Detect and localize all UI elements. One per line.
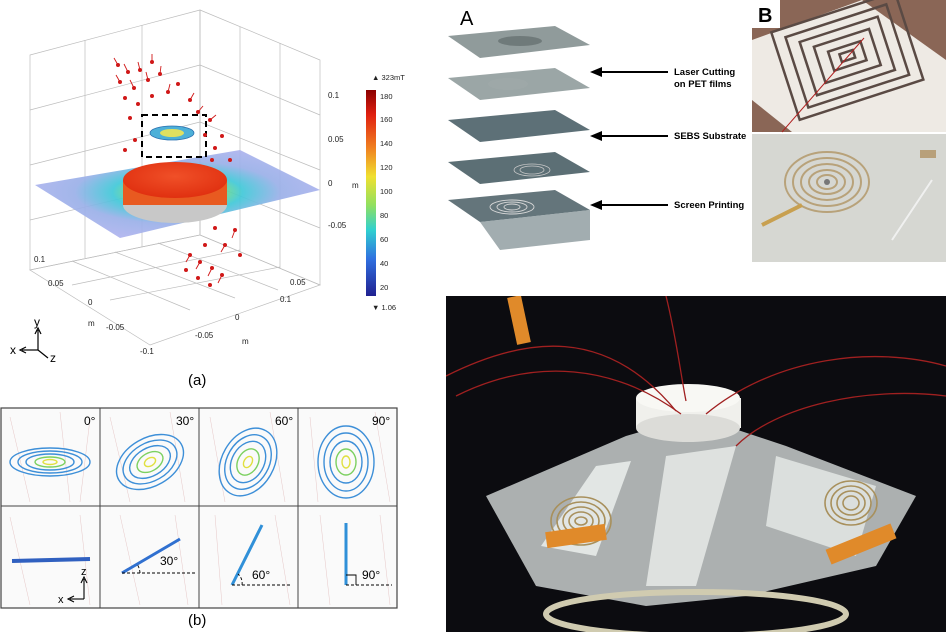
layer-4 bbox=[448, 152, 590, 184]
annot-laser-line1: Laser Cutting bbox=[674, 67, 735, 78]
angle-bottom-0: 30° bbox=[160, 554, 178, 568]
round-spiral bbox=[784, 151, 870, 213]
xz-triad bbox=[66, 575, 88, 603]
x-unit: m bbox=[242, 337, 249, 346]
angle-top-0: 0° bbox=[84, 414, 96, 428]
layer-1 bbox=[448, 26, 590, 58]
triad-x: x bbox=[58, 594, 64, 606]
colorbar-max-marker: ▲ 323mT bbox=[372, 73, 405, 82]
coil-90deg bbox=[317, 425, 375, 499]
cb-tick-0: 180 bbox=[380, 92, 393, 101]
panel-device-photo bbox=[445, 295, 946, 637]
z-tick-1: 0.05 bbox=[328, 135, 344, 144]
rotation-grid-svg: 0° 30° 60° 90° 30° 60° 90° bbox=[0, 407, 398, 629]
y-tick-0: 0.05 bbox=[48, 279, 64, 288]
square-spiral bbox=[769, 0, 925, 122]
angle-bottom-1: 60° bbox=[252, 568, 270, 582]
angle-top-3: 90° bbox=[372, 414, 390, 428]
coil-30deg bbox=[115, 433, 185, 491]
field-arrow-stems bbox=[113, 54, 236, 284]
panel-B-letter: B bbox=[758, 5, 772, 27]
angle-top-1: 30° bbox=[176, 414, 194, 428]
colorbar-ticks: 180 160 140 120 100 80 60 40 20 bbox=[380, 92, 393, 292]
panel-b-rotation-grid: 0° 30° 60° 90° 30° 60° 90° bbox=[0, 407, 398, 632]
panel-B-photos: B bbox=[752, 0, 946, 262]
y-tick-1: 0 bbox=[88, 298, 93, 307]
angle-labels-top: 0° 30° 60° 90° bbox=[84, 414, 390, 428]
layer-2 bbox=[448, 68, 590, 100]
axis-triad bbox=[18, 326, 49, 359]
annot-screen: Screen Printing bbox=[674, 200, 744, 211]
x-tick-1: 0.1 bbox=[280, 295, 292, 304]
z-tick-2: 0 bbox=[328, 179, 333, 188]
central-magnet bbox=[636, 384, 741, 442]
cb-tick-1: 160 bbox=[380, 115, 393, 124]
cb-tick-5: 80 bbox=[380, 211, 388, 220]
annot-sebs: SEBS Substrate bbox=[674, 131, 746, 142]
annot-laser-line2: on PET films bbox=[674, 79, 732, 90]
photo-round-spiral bbox=[752, 134, 946, 262]
x-tick-0: 0.05 bbox=[290, 278, 306, 287]
y-tick-2: -0.05 bbox=[106, 323, 125, 332]
triad-x-label: x bbox=[10, 343, 16, 357]
panel-A-layer-stack: A Laser Cutting on P bbox=[440, 0, 750, 265]
right-coil bbox=[824, 480, 878, 526]
cb-tick-3: 120 bbox=[380, 163, 393, 172]
caption-b: (b) bbox=[188, 612, 206, 629]
magnet-cylinder bbox=[123, 162, 227, 223]
z-tick-3: -0.05 bbox=[328, 221, 347, 230]
layer-3 bbox=[448, 110, 590, 142]
triad-z: z bbox=[81, 566, 87, 578]
caption-a: (a) bbox=[188, 372, 206, 389]
panel-a-field-plot: 0.1 0.05 0 -0.05 m 0.1 0.05 0 -0.05 m 0.… bbox=[0, 0, 440, 395]
cb-tick-7: 40 bbox=[380, 259, 388, 268]
profile-60deg bbox=[230, 524, 264, 586]
field-plot-svg: 0.1 0.05 0 -0.05 m 0.1 0.05 0 -0.05 m 0.… bbox=[10, 9, 405, 389]
z-unit: m bbox=[352, 181, 359, 190]
x-tick-3: -0.05 bbox=[195, 331, 214, 340]
orange-tabs bbox=[507, 295, 897, 565]
reference-lines bbox=[122, 563, 392, 586]
layer-5 bbox=[448, 190, 590, 250]
z-tick-0: 0.1 bbox=[328, 91, 340, 100]
copper-wires bbox=[445, 295, 946, 447]
y-unit: m bbox=[88, 319, 95, 328]
triad-z-label: z bbox=[50, 351, 56, 365]
angle-bottom-2: 90° bbox=[362, 568, 380, 582]
photos-svg: B bbox=[752, 0, 946, 262]
annotation-arrows bbox=[590, 67, 668, 210]
cb-tick-4: 100 bbox=[380, 187, 393, 196]
plot-grid bbox=[29, 9, 321, 346]
layer-stack-svg: A Laser Cutting on P bbox=[448, 8, 746, 250]
cb-tick-2: 140 bbox=[380, 139, 393, 148]
coil-0deg bbox=[9, 447, 91, 477]
profile-0deg bbox=[11, 557, 91, 563]
triad-y-label: y bbox=[34, 315, 40, 329]
device-photo-svg bbox=[445, 295, 946, 637]
colorbar bbox=[366, 90, 376, 296]
x-tick-2: 0 bbox=[235, 313, 240, 322]
angle-labels-bottom: 30° 60° 90° bbox=[160, 554, 380, 582]
y-tick-3: 0.1 bbox=[34, 255, 46, 264]
cb-tick-6: 60 bbox=[380, 235, 388, 244]
x-tick-4: -0.1 bbox=[140, 347, 154, 356]
coil-60deg bbox=[218, 427, 278, 497]
panel-A-letter: A bbox=[460, 8, 474, 30]
profile-30deg bbox=[121, 537, 181, 575]
angle-top-2: 60° bbox=[275, 414, 293, 428]
colorbar-min-marker: ▼ 1.06 bbox=[372, 303, 396, 312]
cb-tick-8: 20 bbox=[380, 283, 388, 292]
